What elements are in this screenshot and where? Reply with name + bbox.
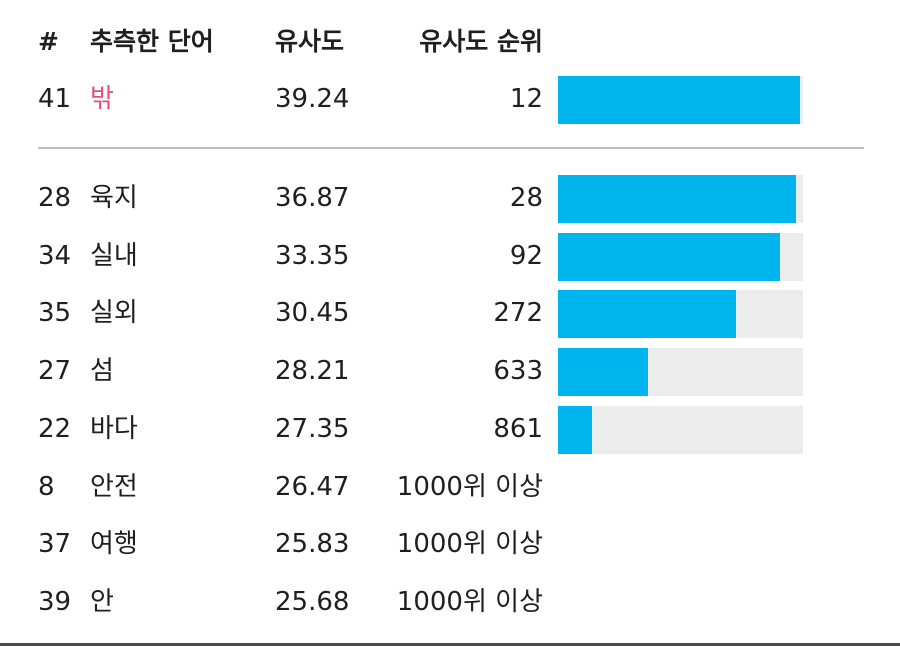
guess-similarity: 27.35 — [275, 413, 350, 444]
guess-similarity: 39.24 — [275, 84, 350, 114]
guess-num: 27 — [38, 356, 72, 387]
proximity-bar-fill — [558, 348, 648, 397]
guess-similarity: 26.47 — [275, 471, 350, 502]
proximity-bar — [558, 76, 803, 124]
guess-similarity: 36.87 — [275, 183, 350, 213]
guess-similarity: 28.21 — [275, 356, 350, 387]
guess-similarity: 30.45 — [275, 298, 350, 329]
proximity-bar — [558, 348, 803, 397]
guess-num: 34 — [38, 240, 72, 271]
guess-num: 8 — [38, 471, 55, 502]
guess-num: 39 — [38, 586, 72, 617]
table-row: 22 바다 27.35 861 — [0, 400, 900, 458]
header-num: # — [38, 27, 59, 56]
proximity-bar-fill — [558, 405, 593, 454]
proximity-bar — [558, 232, 803, 281]
guess-similarity: 25.68 — [275, 586, 350, 617]
guess-num: 28 — [38, 183, 72, 213]
table-row: 8 안전 26.47 1000위 이상 — [0, 458, 900, 516]
table-row: 39 안 25.68 1000위 이상 — [0, 573, 900, 631]
table-row: 34 실내 33.35 92 — [0, 227, 900, 285]
table-header: # 추측한 단어 유사도 유사도 순위 — [0, 13, 900, 71]
guess-rank: 1000위 이상 — [396, 529, 543, 560]
guess-similarity: 25.83 — [275, 529, 350, 560]
proximity-bar-fill — [558, 175, 797, 223]
guess-rank: 28 — [509, 183, 543, 213]
guess-word: 바다 — [90, 413, 138, 444]
guess-num: 22 — [38, 413, 72, 444]
proximity-bar — [558, 405, 803, 454]
proximity-bar — [558, 290, 803, 339]
guess-rank: 12 — [509, 84, 543, 114]
guess-word: 밖 — [90, 84, 114, 114]
table-row: 37 여행 25.83 1000위 이상 — [0, 515, 900, 573]
guess-rank: 633 — [493, 356, 543, 387]
guess-num: 37 — [38, 529, 72, 560]
proximity-bar-fill — [558, 232, 781, 281]
guess-rank: 861 — [493, 413, 543, 444]
guess-num: 41 — [38, 84, 72, 114]
table-row: 28 육지 36.87 28 — [0, 169, 900, 227]
proximity-bar-fill — [558, 76, 801, 124]
guess-word: 안 — [90, 586, 114, 617]
guess-similarity: 33.35 — [275, 240, 350, 271]
table-row: 27 섬 28.21 633 — [0, 342, 900, 400]
guess-word: 안전 — [90, 471, 138, 502]
guess-rank: 1000위 이상 — [396, 586, 543, 617]
guess-rank: 272 — [493, 298, 543, 329]
guess-num: 35 — [38, 298, 72, 329]
proximity-bar-fill — [558, 290, 737, 339]
guess-rank: 1000위 이상 — [396, 471, 543, 502]
guess-word: 육지 — [90, 183, 138, 213]
header-word: 추측한 단어 — [90, 27, 214, 56]
guess-rank: 92 — [509, 240, 543, 271]
guess-word: 실내 — [90, 240, 138, 271]
header-rank: 유사도 순위 — [419, 27, 543, 56]
divider — [38, 147, 864, 149]
bottom-edge — [0, 643, 900, 646]
table-row: 35 실외 30.45 272 — [0, 284, 900, 342]
guess-word: 실외 — [90, 298, 138, 329]
header-similarity: 유사도 — [275, 27, 345, 56]
current-guess-row: 41 밖 39.24 12 — [0, 70, 900, 128]
proximity-bar — [558, 175, 803, 223]
guess-word: 여행 — [90, 529, 138, 560]
guess-word: 섬 — [90, 356, 114, 387]
